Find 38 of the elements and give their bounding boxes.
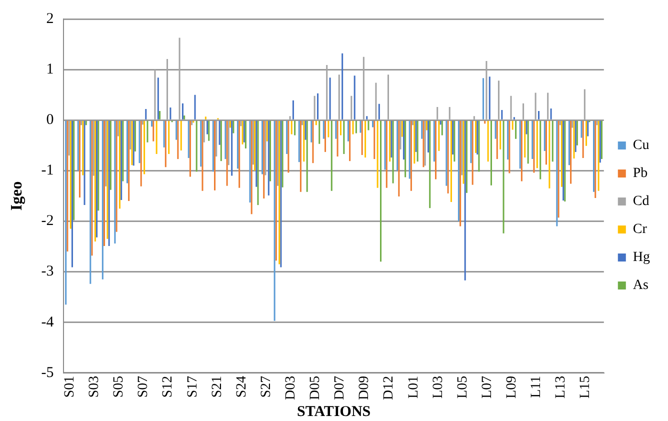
y-tick-label: 1 xyxy=(46,61,54,78)
x-tick-label: S07 xyxy=(136,376,152,398)
y-axis-title: Igeo xyxy=(8,181,26,211)
y-tick-label: -1 xyxy=(41,162,54,179)
legend-label: As xyxy=(632,278,648,294)
x-tick-label: S03 xyxy=(87,376,102,398)
x-tick-label: L03 xyxy=(430,376,446,398)
legend-label: Cd xyxy=(632,194,650,210)
y-tick-label: -5 xyxy=(41,364,54,381)
x-tick-label: L07 xyxy=(480,376,495,398)
x-axis-title: STATIONS xyxy=(296,404,371,420)
x-tick-label: S21 xyxy=(210,376,225,398)
y-tick-label: -4 xyxy=(41,314,54,330)
x-tick-label: S12 xyxy=(160,376,176,398)
x-tick-label: L11 xyxy=(529,376,544,398)
x-tick-label: D07 xyxy=(332,376,348,400)
legend-label: Cr xyxy=(632,222,648,238)
x-tick-label: L15 xyxy=(578,376,594,398)
y-tick-label: -2 xyxy=(41,213,54,230)
x-tick-label: D12 xyxy=(382,376,397,400)
y-tick-label: -3 xyxy=(41,264,54,280)
legend-label: Pb xyxy=(632,166,648,182)
x-tick-label: S01 xyxy=(62,376,78,398)
x-tick-label: L05 xyxy=(455,376,470,398)
y-tick-label: 2 xyxy=(46,10,54,27)
x-tick-label: S24 xyxy=(234,376,250,398)
x-tick-label: D03 xyxy=(283,376,298,400)
x-tick-label: S05 xyxy=(112,376,127,398)
legend-label: Hg xyxy=(632,250,650,266)
x-tick-label: S27 xyxy=(258,376,274,398)
x-tick-label: L13 xyxy=(554,376,569,398)
x-tick-label: L09 xyxy=(504,376,520,398)
x-tick-label: L01 xyxy=(406,376,422,398)
x-tick-label: S17 xyxy=(185,376,200,398)
x-tick-label: D05 xyxy=(308,376,324,400)
legend-label: Cu xyxy=(632,138,650,154)
x-tick-label: D09 xyxy=(357,376,372,400)
y-tick-label: 0 xyxy=(46,112,54,128)
